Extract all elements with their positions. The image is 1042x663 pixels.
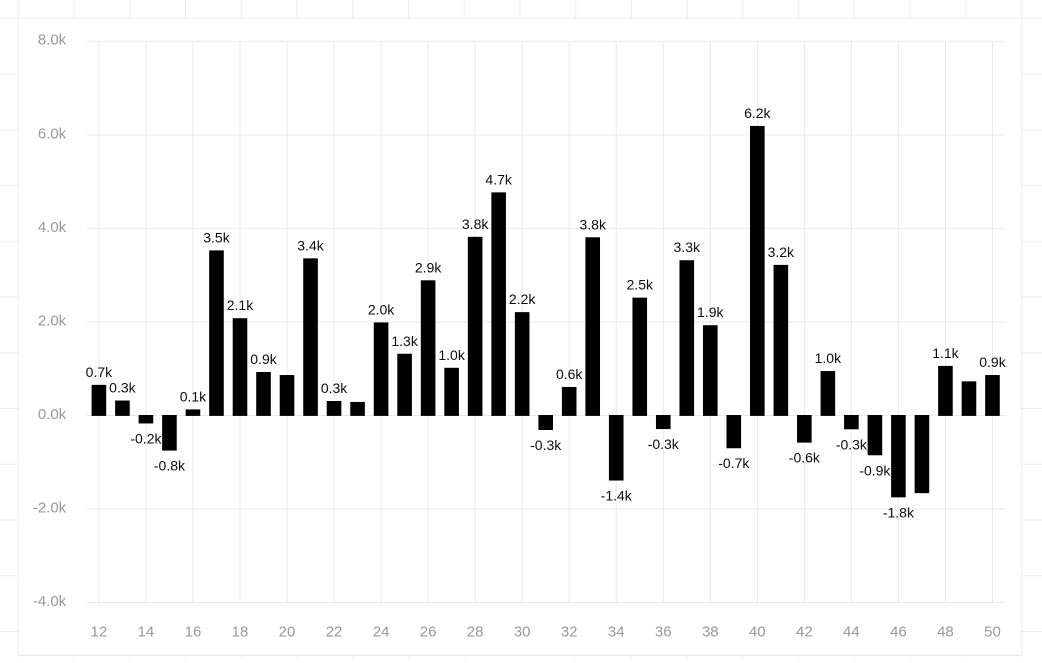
- svg-text:18: 18: [232, 623, 249, 640]
- svg-text:6.0k: 6.0k: [38, 125, 67, 142]
- svg-text:0.1k: 0.1k: [180, 388, 207, 404]
- svg-text:0.6k: 0.6k: [556, 366, 583, 382]
- svg-text:-1.4k: -1.4k: [601, 488, 633, 504]
- svg-text:2.0k: 2.0k: [38, 312, 67, 329]
- svg-text:3.3k: 3.3k: [674, 239, 701, 255]
- svg-text:3.8k: 3.8k: [579, 216, 606, 232]
- svg-text:48: 48: [937, 623, 954, 640]
- svg-text:-2.0k: -2.0k: [33, 499, 67, 516]
- svg-text:12: 12: [91, 623, 108, 640]
- svg-text:3.8k: 3.8k: [462, 216, 489, 232]
- svg-text:8.0k: 8.0k: [38, 32, 67, 49]
- svg-text:2.9k: 2.9k: [415, 259, 442, 275]
- svg-text:0.0k: 0.0k: [38, 406, 67, 423]
- svg-text:50: 50: [984, 623, 1001, 640]
- svg-text:0.9k: 0.9k: [250, 351, 277, 367]
- svg-text:46: 46: [890, 623, 907, 640]
- svg-text:0.3k: 0.3k: [321, 380, 348, 396]
- svg-text:2.5k: 2.5k: [627, 277, 654, 293]
- svg-text:6.2k: 6.2k: [744, 105, 771, 121]
- svg-text:-0.3k: -0.3k: [530, 437, 562, 453]
- svg-text:-0.3k: -0.3k: [836, 436, 868, 452]
- svg-text:28: 28: [467, 623, 484, 640]
- svg-text:4.0k: 4.0k: [38, 219, 67, 236]
- svg-text:2.2k: 2.2k: [509, 291, 536, 307]
- svg-text:4.7k: 4.7k: [485, 171, 512, 187]
- svg-text:20: 20: [279, 623, 296, 640]
- svg-text:0.3k: 0.3k: [109, 380, 136, 396]
- svg-text:0.7k: 0.7k: [86, 364, 113, 380]
- svg-text:-0.3k: -0.3k: [648, 436, 680, 452]
- svg-text:32: 32: [561, 623, 578, 640]
- svg-text:1.3k: 1.3k: [391, 333, 418, 349]
- svg-text:36: 36: [655, 623, 672, 640]
- svg-text:22: 22: [326, 623, 343, 640]
- svg-text:-0.6k: -0.6k: [789, 450, 821, 466]
- svg-text:-0.7k: -0.7k: [718, 455, 750, 471]
- svg-text:-4.0k: -4.0k: [33, 593, 67, 610]
- svg-text:0.9k: 0.9k: [979, 354, 1006, 370]
- svg-text:1.1k: 1.1k: [932, 345, 959, 361]
- svg-text:1.9k: 1.9k: [697, 304, 724, 320]
- svg-text:42: 42: [796, 623, 813, 640]
- svg-text:40: 40: [749, 623, 766, 640]
- svg-text:-0.2k: -0.2k: [130, 430, 162, 446]
- svg-text:24: 24: [373, 623, 390, 640]
- svg-text:1.0k: 1.0k: [438, 347, 465, 363]
- svg-text:-1.8k: -1.8k: [883, 504, 915, 520]
- svg-text:44: 44: [843, 623, 860, 640]
- svg-text:-0.9k: -0.9k: [859, 462, 891, 478]
- svg-text:3.4k: 3.4k: [297, 237, 324, 253]
- svg-text:34: 34: [608, 623, 625, 640]
- svg-text:38: 38: [702, 623, 719, 640]
- svg-text:26: 26: [420, 623, 437, 640]
- svg-text:2.0k: 2.0k: [368, 301, 395, 317]
- svg-text:3.2k: 3.2k: [768, 244, 795, 260]
- svg-text:1.0k: 1.0k: [815, 350, 842, 366]
- svg-text:16: 16: [185, 623, 202, 640]
- svg-text:30: 30: [514, 623, 531, 640]
- svg-text:14: 14: [138, 623, 155, 640]
- svg-text:3.5k: 3.5k: [203, 229, 230, 245]
- svg-text:-0.8k: -0.8k: [154, 458, 186, 474]
- svg-text:2.1k: 2.1k: [227, 297, 254, 313]
